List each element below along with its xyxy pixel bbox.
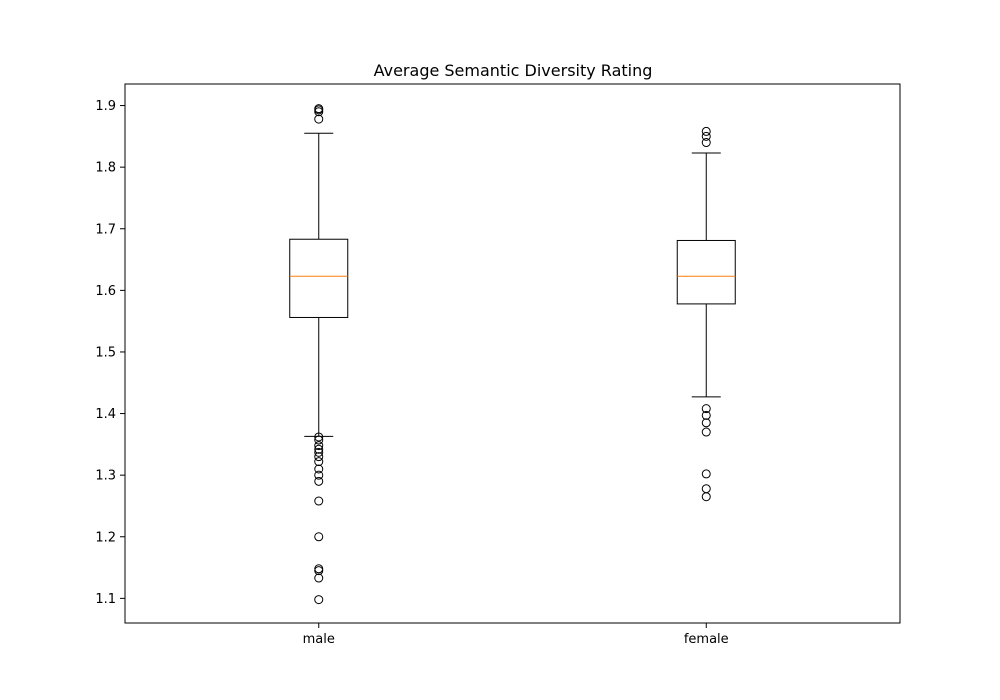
box-female: [676, 126, 736, 502]
outlier-point: [314, 447, 324, 457]
outlier-point: [314, 441, 324, 451]
outlier-point: [314, 432, 324, 442]
outlier-point: [314, 104, 324, 114]
outlier-point: [701, 410, 711, 420]
box-male: [289, 104, 349, 605]
x-tick-label: female: [684, 632, 729, 647]
y-tick-label: 1.1: [95, 592, 116, 607]
outlier-point: [314, 573, 324, 583]
outlier-point: [701, 131, 711, 141]
outlier-point: [314, 114, 324, 124]
x-tick-label: male: [303, 632, 335, 647]
outlier-point: [314, 464, 324, 474]
y-tick-label: 1.3: [95, 469, 116, 484]
outlier-point: [314, 496, 324, 506]
y-tick-label: 1.7: [95, 222, 116, 237]
outlier-point: [701, 484, 711, 494]
box-iqr: [676, 239, 736, 305]
box-series: [289, 104, 736, 605]
y-tick-label: 1.9: [95, 99, 116, 114]
y-tick-label: 1.2: [95, 530, 116, 545]
y-tick-label: 1.8: [95, 161, 116, 176]
outlier-point: [701, 404, 711, 414]
y-tick-label: 1.4: [95, 407, 116, 422]
outlier-point: [314, 566, 324, 576]
y-axis: 1.1 1.2 1.3 1.4 1.5 1.6 1.7 1.8 1.9: [95, 99, 125, 607]
x-axis: male female: [303, 623, 729, 647]
outlier-point: [701, 126, 711, 136]
outlier-point: [701, 492, 711, 502]
outlier-point: [314, 470, 324, 480]
outlier-point: [701, 418, 711, 428]
outlier-point: [314, 444, 324, 454]
outlier-point: [314, 452, 324, 462]
outlier-point: [314, 476, 324, 486]
outlier-point: [314, 435, 324, 445]
outlier-point: [314, 532, 324, 542]
y-tick-label: 1.5: [95, 345, 116, 360]
outlier-point: [314, 457, 324, 467]
outlier-point: [701, 427, 711, 437]
box-iqr: [289, 238, 349, 318]
outlier-point: [314, 564, 324, 574]
chart-title: Average Semantic Diversity Rating: [374, 61, 653, 80]
outlier-point: [701, 469, 711, 479]
plot-area-frame: [124, 83, 901, 624]
outlier-point: [701, 138, 711, 148]
outlier-point: [314, 595, 324, 605]
y-tick-label: 1.6: [95, 284, 116, 299]
